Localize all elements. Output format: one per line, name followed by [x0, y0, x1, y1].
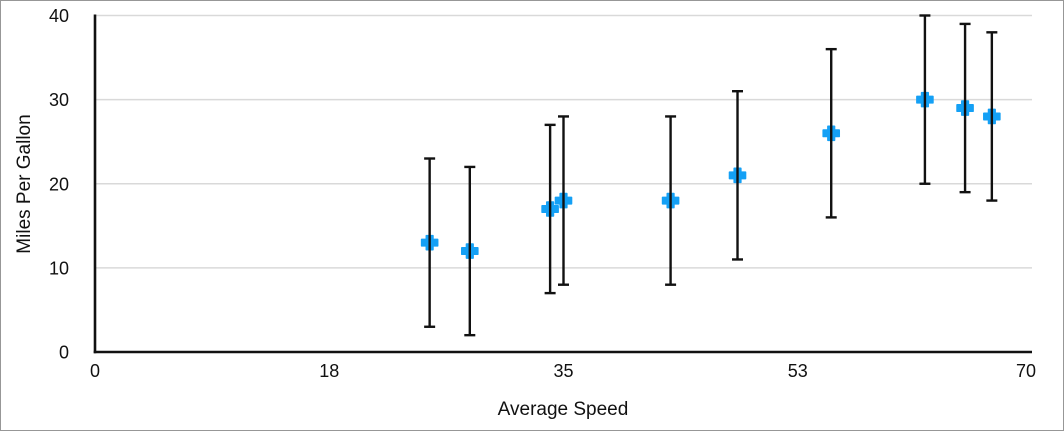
tick-labels-layer: 0 10 20 30 40 0 18 35 53 70: [49, 6, 1036, 381]
x-tick-label: 53: [788, 361, 808, 381]
y-tick-label: 10: [49, 258, 69, 278]
x-tick-label: 35: [553, 361, 573, 381]
error-bar: [424, 157, 436, 328]
y-tick-label: 30: [49, 90, 69, 110]
error-bars-layer: [424, 14, 998, 337]
y-tick-label: 40: [49, 6, 69, 26]
error-bar: [665, 115, 677, 286]
x-tick-label: 18: [319, 361, 339, 381]
data-points-layer: [420, 91, 1001, 259]
x-axis-title: Average Speed: [498, 399, 629, 420]
error-bar: [959, 22, 971, 194]
y-axis-title: Miles Per Gallon: [14, 114, 35, 253]
error-bar: [986, 31, 998, 202]
error-bar: [558, 115, 569, 286]
y-tick-label: 20: [49, 174, 69, 194]
axes-layer: [93, 14, 1032, 354]
y-tick-label: 0: [59, 343, 69, 363]
error-bar: [732, 90, 744, 261]
error-bar: [919, 14, 931, 185]
x-tick-label: 70: [1016, 361, 1036, 381]
error-bar: [464, 165, 476, 337]
x-tick-label: 0: [90, 361, 100, 381]
error-bar: [825, 47, 837, 219]
error-bar: [544, 123, 556, 295]
